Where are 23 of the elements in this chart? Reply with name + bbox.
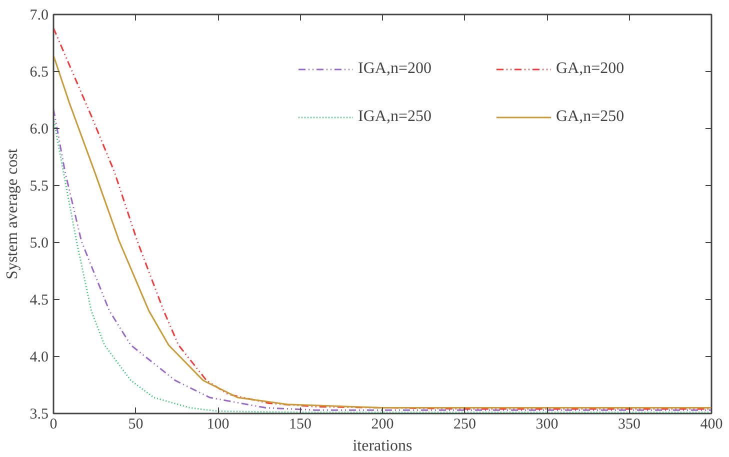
- y-axis-title: System average cost: [4, 148, 21, 280]
- x-tick-label: 50: [128, 416, 144, 432]
- x-tick-label: 400: [700, 416, 723, 432]
- y-tick-label: 4.0: [30, 350, 48, 366]
- legend-label: IGA,n=200: [358, 60, 432, 78]
- x-tick-label: 150: [289, 416, 312, 432]
- x-tick-label: 300: [536, 416, 558, 432]
- y-tick-label: 4.5: [30, 292, 48, 308]
- legend-label: GA,n=200: [556, 60, 626, 78]
- y-tick-label: 7.0: [30, 8, 48, 24]
- y-tick-label: 5.0: [30, 236, 48, 252]
- x-tick-label: 0: [50, 416, 58, 432]
- legend-label: IGA,n=250: [358, 108, 432, 126]
- y-tick-label: 6.0: [30, 122, 48, 138]
- y-tick-label: 5.5: [30, 178, 48, 194]
- legend-label: GA,n=250: [556, 108, 626, 126]
- x-tick-label: 350: [618, 416, 640, 432]
- x-tick-label: 100: [206, 416, 230, 432]
- x-axis-title: iterations: [352, 438, 412, 454]
- y-tick-label: 6.5: [30, 64, 48, 80]
- x-tick-label: 200: [371, 416, 394, 432]
- y-tick-label: 3.5: [30, 406, 48, 422]
- x-tick-label: 250: [454, 416, 476, 432]
